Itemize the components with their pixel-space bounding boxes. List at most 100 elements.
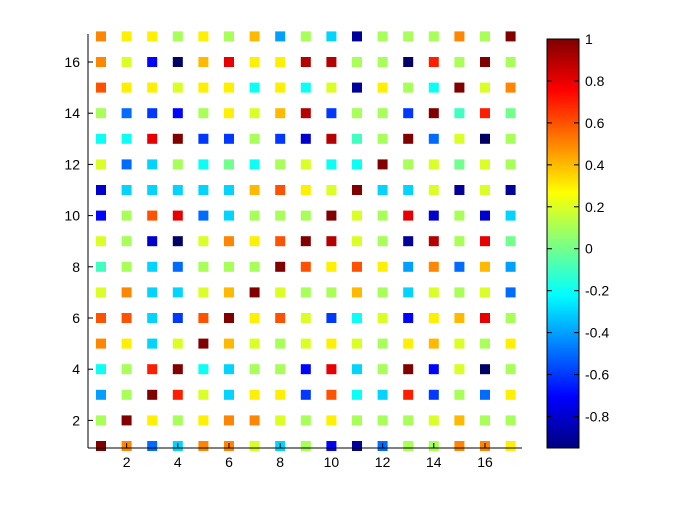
heatmap-cell: [275, 210, 286, 221]
heatmap-cell: [121, 133, 132, 144]
heatmap-cell: [505, 313, 516, 323]
heatmap-cell: [352, 133, 362, 144]
heatmap-cell: [352, 441, 362, 451]
heatmap-cell: [454, 338, 465, 349]
heatmap-cell: [300, 389, 311, 400]
colorbar-tick-label: 1: [585, 31, 593, 47]
heatmap-cell: [147, 57, 158, 67]
heatmap-cell: [172, 57, 183, 67]
heatmap-cell: [403, 210, 414, 221]
heatmap-cell: [505, 108, 516, 119]
heatmap-cell: [377, 31, 388, 42]
heatmap-cell: [96, 441, 106, 451]
heatmap-cell: [352, 236, 362, 247]
heatmap-cell: [480, 133, 490, 144]
heatmap-cell: [480, 261, 490, 272]
heatmap-cell: [121, 31, 132, 42]
heatmap-cell: [352, 364, 362, 375]
heatmap-cell: [377, 261, 388, 272]
heatmap-cell: [147, 133, 158, 144]
heatmap-cell: [428, 185, 439, 195]
heatmap-cell: [224, 133, 234, 144]
heatmap-cell: [275, 338, 286, 349]
heatmap-cell: [224, 338, 234, 349]
heatmap-cell: [454, 415, 465, 426]
heatmap-cell: [480, 389, 490, 400]
heatmap-cell: [224, 82, 234, 93]
heatmap-cell: [96, 210, 106, 221]
heatmap-cell: [326, 236, 337, 247]
heatmap-cell: [198, 338, 209, 349]
heatmap-cell: [428, 57, 439, 67]
heatmap-cell: [249, 364, 260, 375]
heatmap-cell: [454, 82, 465, 93]
heatmap-cell: [505, 159, 516, 170]
heatmap-cell: [249, 389, 260, 400]
heatmap-cell: [505, 287, 516, 298]
heatmap-cell: [454, 185, 465, 195]
heatmap-cell: [480, 82, 490, 93]
heatmap-cell: [121, 261, 132, 272]
heatmap-cell: [403, 441, 414, 451]
heatmap-cell: [454, 287, 465, 298]
heatmap-cell: [198, 82, 209, 93]
heatmap-cell: [198, 31, 209, 42]
heatmap-cell: [480, 338, 490, 349]
heatmap-cell: [172, 236, 183, 247]
heatmap-cell: [121, 415, 132, 426]
heatmap-cell: [147, 415, 158, 426]
heatmap-cell: [300, 82, 311, 93]
heatmap-cell: [121, 108, 132, 119]
heatmap-cell: [121, 313, 132, 323]
heatmap-cell: [428, 415, 439, 426]
heatmap-cell: [377, 415, 388, 426]
heatmap-cell: [249, 31, 260, 42]
heatmap-cell: [300, 133, 311, 144]
heatmap-cell: [403, 133, 414, 144]
heatmap-cell: [428, 364, 439, 375]
heatmap-cell: [454, 313, 465, 323]
heatmap-cell: [147, 261, 158, 272]
heatmap-cell: [275, 31, 286, 42]
heatmap-cell: [198, 210, 209, 221]
heatmap-cell: [172, 287, 183, 298]
x-tick-label: 16: [477, 454, 493, 470]
heatmap-cell: [96, 185, 106, 195]
heatmap-cell: [249, 210, 260, 221]
heatmap-cell: [224, 261, 234, 272]
heatmap-cell: [352, 313, 362, 323]
heatmap-cell: [198, 133, 209, 144]
heatmap-cell: [172, 185, 183, 195]
heatmap-cell: [147, 31, 158, 42]
heatmap-cell: [224, 185, 234, 195]
heatmap-cell: [480, 287, 490, 298]
heatmap-cell: [224, 364, 234, 375]
heatmap-cell: [198, 389, 209, 400]
heatmap-cell: [275, 236, 286, 247]
heatmap-cell: [377, 338, 388, 349]
heatmap-cell: [326, 31, 337, 42]
heatmap-cell: [96, 57, 106, 67]
heatmap-cell: [172, 159, 183, 170]
heatmap-cell: [377, 287, 388, 298]
heatmap-cell: [275, 57, 286, 67]
x-tick-label: 14: [426, 454, 442, 470]
heatmap-cell: [428, 236, 439, 247]
axes: [87, 34, 522, 449]
heatmap-cell: [147, 82, 158, 93]
heatmap-cell: [403, 313, 414, 323]
colorbar-tick-label: 0.8: [585, 73, 605, 89]
heatmap-cell: [480, 236, 490, 247]
heatmap-cell: [505, 261, 516, 272]
colorbar-tick-label: -0.4: [585, 325, 609, 341]
y-tick-label: 2: [72, 412, 80, 428]
heatmap-cell: [224, 31, 234, 42]
heatmap-cell: [96, 313, 106, 323]
y-tick-label: 4: [72, 361, 80, 377]
heatmap-cell: [300, 441, 311, 451]
heatmap-cell: [300, 210, 311, 221]
heatmap-cell: [96, 338, 106, 349]
colorbar-ticks: 1 0.8 0.6 0.4 0.2 0 -0.2 -0.4 -0.6 -0.8: [547, 31, 609, 425]
heatmap-cell: [403, 108, 414, 119]
